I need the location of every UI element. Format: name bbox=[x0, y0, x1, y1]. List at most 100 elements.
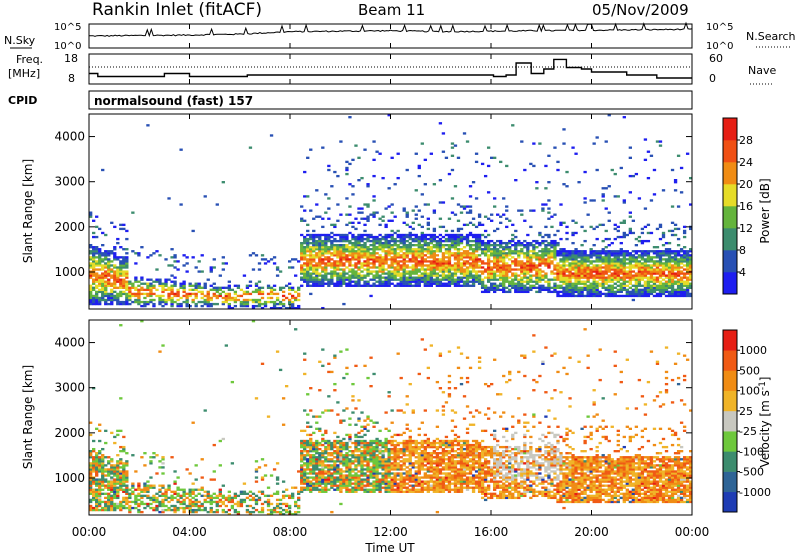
heatmap-cell bbox=[589, 292, 593, 296]
heatmap-cell bbox=[339, 470, 343, 473]
heatmap-cell bbox=[95, 468, 99, 471]
heatmap-cell bbox=[450, 254, 455, 257]
heatmap-cell bbox=[565, 231, 569, 235]
heatmap-cell bbox=[607, 250, 611, 253]
heatmap-cell bbox=[592, 142, 596, 145]
heatmap-cell bbox=[357, 276, 361, 279]
heatmap-cell bbox=[110, 288, 114, 292]
heatmap-cell bbox=[405, 211, 409, 214]
heatmap-cell bbox=[493, 286, 497, 289]
heatmap-cell bbox=[616, 235, 620, 239]
heatmap-cell bbox=[420, 260, 424, 263]
heatmap-cell bbox=[242, 498, 247, 502]
heatmap-cell bbox=[387, 276, 391, 279]
heatmap-cell bbox=[92, 470, 96, 473]
heatmap-cell bbox=[339, 272, 343, 275]
heatmap-cell bbox=[483, 235, 488, 239]
heatmap-cell bbox=[170, 286, 174, 289]
heatmap-cell bbox=[113, 256, 117, 259]
heatmap-cell bbox=[101, 288, 105, 292]
heatmap-cell bbox=[435, 241, 440, 245]
heatmap-cell bbox=[179, 494, 183, 498]
heatmap-cell bbox=[378, 280, 382, 283]
heatmap-cell bbox=[378, 282, 382, 285]
heatmap-cell bbox=[453, 235, 458, 239]
heatmap-cell bbox=[318, 429, 322, 433]
heatmap-cell bbox=[191, 284, 195, 287]
heatmap-cell bbox=[628, 258, 632, 261]
heatmap-cell bbox=[140, 494, 144, 498]
heatmap-cell bbox=[330, 464, 334, 467]
heatmap-cell bbox=[348, 250, 352, 253]
heatmap-cell bbox=[257, 290, 262, 294]
heatmap-cell bbox=[345, 213, 349, 216]
heatmap-cell bbox=[116, 270, 120, 273]
heatmap-cell bbox=[456, 233, 461, 237]
heatmap-cell bbox=[92, 250, 96, 253]
heatmap-cell bbox=[339, 278, 343, 281]
heatmap-cell bbox=[637, 197, 642, 200]
heatmap-cell bbox=[468, 256, 473, 259]
heatmap-cell bbox=[339, 502, 343, 506]
heatmap-cell bbox=[553, 213, 557, 216]
heatmap-cell bbox=[303, 270, 307, 273]
heatmap-cell bbox=[206, 294, 210, 298]
heatmap-cell bbox=[405, 215, 409, 218]
heatmap-cell bbox=[529, 278, 533, 281]
heatmap-cell bbox=[613, 292, 617, 296]
heatmap-cell bbox=[92, 274, 96, 277]
heatmap-cell bbox=[327, 235, 331, 239]
heatmap-cell bbox=[357, 156, 361, 159]
heatmap-cell bbox=[116, 482, 120, 485]
heatmap-cell bbox=[354, 272, 358, 275]
heatmap-cell bbox=[535, 272, 539, 275]
heatmap-cell bbox=[119, 472, 123, 475]
heatmap-cell bbox=[245, 292, 250, 296]
heatmap-cell bbox=[278, 300, 283, 304]
heatmap-cell bbox=[300, 252, 304, 255]
heatmap-cell bbox=[405, 233, 409, 237]
heatmap-cell bbox=[598, 264, 602, 267]
heatmap-cell bbox=[408, 276, 412, 279]
heatmap-cell bbox=[110, 496, 114, 500]
heatmap-cell bbox=[414, 280, 418, 283]
heatmap-cell bbox=[101, 252, 105, 255]
heatmap-cell bbox=[233, 292, 238, 296]
heatmap-cell bbox=[402, 235, 406, 239]
heatmap-cell bbox=[119, 462, 123, 465]
heatmap-cell bbox=[291, 304, 295, 308]
heatmap-cell bbox=[260, 506, 265, 510]
heatmap-cell bbox=[321, 456, 325, 459]
heatmap-cell bbox=[682, 254, 687, 257]
heatmap-cell bbox=[113, 470, 117, 473]
heatmap-cell bbox=[456, 219, 461, 222]
heatmap-cell bbox=[541, 252, 545, 255]
heatmap-cell bbox=[369, 239, 373, 243]
heatmap-cell bbox=[631, 260, 636, 263]
heatmap-cell bbox=[580, 280, 584, 283]
heatmap-cell bbox=[333, 252, 337, 255]
heatmap-cell bbox=[456, 266, 461, 269]
heatmap-cell bbox=[541, 250, 545, 253]
heatmap-cell bbox=[266, 415, 271, 418]
heatmap-cell bbox=[360, 284, 364, 287]
heatmap-cell bbox=[236, 510, 241, 514]
heatmap-cell bbox=[601, 284, 605, 287]
heatmap-cell bbox=[107, 480, 111, 483]
heatmap-cell bbox=[613, 294, 617, 298]
heatmap-cell bbox=[637, 290, 642, 294]
heatmap-cell bbox=[622, 294, 626, 298]
heatmap-cell bbox=[628, 254, 632, 257]
heatmap-cell bbox=[426, 268, 430, 271]
heatmap-cell bbox=[568, 280, 572, 283]
heatmap-cell bbox=[652, 272, 657, 275]
heatmap-cell bbox=[456, 254, 461, 257]
heatmap-cell bbox=[98, 278, 102, 281]
heatmap-cell bbox=[185, 294, 189, 298]
heatmap-cell bbox=[658, 272, 663, 275]
heatmap-cell bbox=[327, 258, 331, 261]
heatmap-cell bbox=[200, 486, 204, 489]
heatmap-cell bbox=[167, 506, 171, 510]
heatmap-cell bbox=[396, 274, 400, 277]
heatmap-cell bbox=[604, 268, 608, 271]
